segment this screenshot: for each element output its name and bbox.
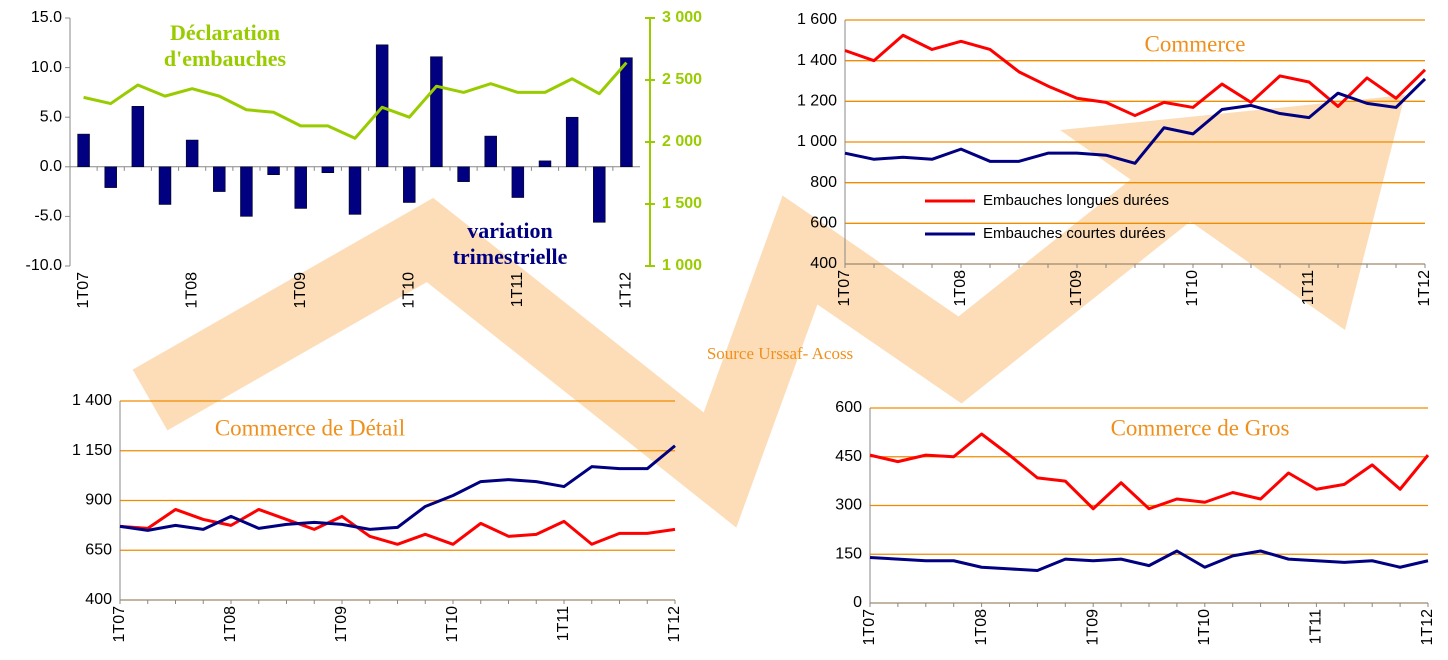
bar [294,166,307,209]
bar [185,139,199,168]
y-tick-label: 450 [835,448,862,465]
x-tick-label: 1T11 [509,272,526,307]
y2-tick-label: 2 500 [662,71,702,88]
y-tick-label: 400 [810,255,837,272]
y-tick-label: 650 [85,541,112,558]
chart-title: Commerce [1145,31,1246,56]
y-tick-label: -10.0 [26,257,63,274]
watermark-band [132,157,1202,528]
bar [77,133,90,168]
line-series [83,61,628,140]
y-tick-label: 15.0 [31,9,62,26]
x-tick-label: 1T11 [1308,609,1325,644]
y-tick-label: 300 [835,497,862,514]
x-tick-label: 1T08 [973,609,990,646]
y-tick-label: 1 200 [797,93,837,110]
y-tick-label: 5.0 [40,108,62,125]
x-tick-label: 1T12 [618,272,635,309]
y-tick-label: 1 400 [797,52,837,69]
x-tick-label: 1T09 [292,272,309,309]
x-tick-label: 1T10 [1184,270,1201,307]
chart-title: Commerce de Détail [215,415,405,440]
line-series [869,549,1429,572]
bar-annotation: variation trimestrielle [452,218,568,269]
x-tick-label: 1T12 [1416,270,1433,307]
y-tick-label: 150 [835,545,862,562]
y-tick-label: 600 [835,399,862,416]
bar [511,166,525,198]
line-series [844,77,1427,165]
x-tick-label: 1T07 [75,272,92,309]
y2-tick-label: 3 000 [662,9,702,26]
line-series [869,432,1430,511]
legend-label: Embauches longues durées [983,192,1169,209]
y2-tick-label: 1 000 [662,257,702,274]
bar [593,166,606,223]
line-series [119,507,676,546]
bar [267,166,280,175]
bar [565,116,579,168]
y-tick-label: -5.0 [34,208,62,225]
x-tick-label: 1T09 [1068,270,1085,307]
bar [104,166,117,188]
y-tick-label: 1 600 [797,11,837,28]
y-tick-label: 400 [85,591,112,608]
x-tick-label: 1T10 [444,606,461,643]
bar [484,135,497,168]
bar [213,166,226,192]
bar [158,166,172,205]
y-tick-label: 900 [85,492,112,509]
y-tick-label: 1 150 [72,442,112,459]
x-tick-label: 1T12 [666,606,683,643]
x-tick-label: 1T10 [401,272,418,309]
bar [538,160,552,168]
bar [620,57,633,168]
x-tick-label: 1T08 [952,270,969,307]
x-tick-label: 1T11 [1300,270,1317,305]
x-tick-label: 1T09 [333,606,350,643]
x-tick-label: 1T07 [861,609,878,646]
y-tick-label: 0 [853,594,862,611]
y-tick-label: 600 [810,215,837,232]
y2-tick-label: 1 500 [662,195,702,212]
line-series [119,444,676,532]
x-tick-label: 1T09 [1084,609,1101,646]
bar [240,166,253,217]
x-tick-label: 1T11 [555,606,572,641]
source-note: Source Urssaf- Acoss [707,344,853,363]
bar [348,166,362,215]
watermark [132,95,1405,528]
bar [131,106,145,168]
bar [403,166,416,203]
y-tick-label: 0.0 [40,158,62,175]
chart-title: Commerce de Gros [1111,415,1290,440]
bar [457,166,470,182]
x-tick-label: 1T08 [183,272,200,309]
line-annotation: Déclaration d'embauches [163,20,287,71]
y-tick-label: 800 [810,174,837,191]
bar [430,56,443,168]
x-tick-label: 1T07 [836,270,853,307]
bar [321,166,335,174]
x-tick-label: 1T12 [1419,609,1436,646]
x-tick-label: 1T07 [111,606,128,643]
line-series [844,33,1427,118]
legend-label: Embauches courtes durées [983,225,1166,242]
x-tick-label: 1T10 [1196,609,1213,646]
x-tick-label: 1T08 [222,606,239,643]
y-tick-label: 1 000 [797,133,837,150]
watermark-arrowhead [1060,95,1405,330]
y-tick-label: 1 400 [72,392,112,409]
y-tick-label: 10.0 [31,59,62,76]
y2-tick-label: 2 000 [662,133,702,150]
